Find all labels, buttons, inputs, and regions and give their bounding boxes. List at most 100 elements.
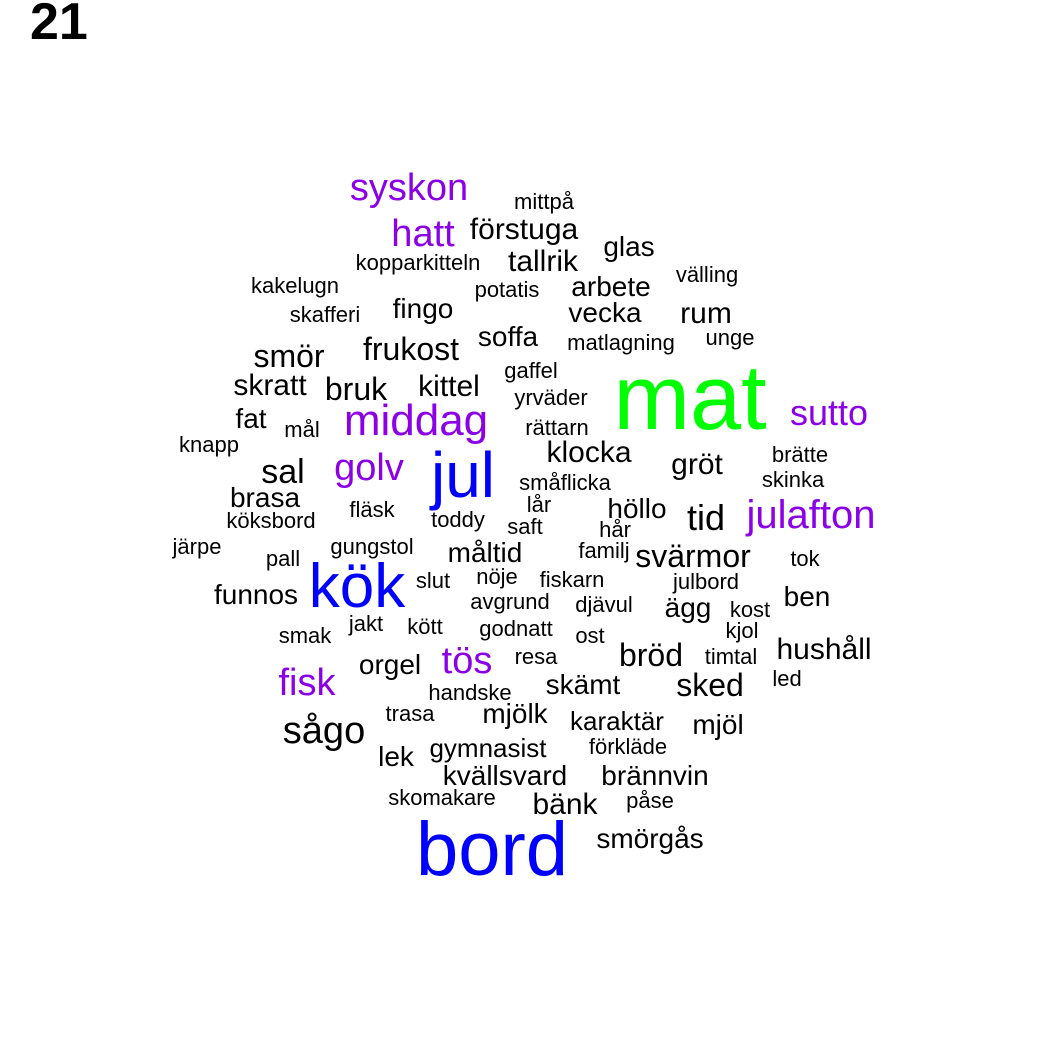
word-tid: tid [686,497,726,538]
word-frukost: frukost [362,331,460,367]
word-skinka: skinka [761,467,825,492]
word-karaktar: karaktär [570,706,664,736]
page-number: 21 [30,0,88,51]
word-bratte: brätte [771,442,829,467]
word-fiskarn: fiskarn [539,567,605,592]
word-hushall: hushåll [776,633,872,666]
word-kakelugn: kakelugn [250,273,340,298]
word-kott: kött [407,614,443,639]
word-vecka: vecka [568,297,642,328]
word-matlagning: matlagning [567,330,675,355]
word-jakt: jakt [348,611,384,636]
word-fat: fat [235,403,267,434]
word-sal: sal [261,453,305,491]
word-julbord: julbord [672,569,740,594]
word-tok: tok [790,546,820,571]
word-gungstol: gungstol [330,534,414,559]
word-julafton: julafton [746,493,876,537]
word-bord: bord [415,807,569,892]
word-toddy: toddy [431,507,485,532]
word-mjol: mjöl [692,709,744,740]
word-smaflicka: småflicka [519,470,611,495]
word-unge: unge [705,325,755,350]
word-flask: fläsk [349,497,395,522]
word-tallrik: tallrik [507,245,579,278]
word-mal: mål [284,417,320,442]
word-familj: familj [578,538,630,563]
word-noje: nöje [476,564,518,589]
word-smorgas: smörgås [596,823,704,854]
word-sutto: sutto [789,392,869,433]
word-jarpe: järpe [172,534,222,559]
word-lar: lår [526,492,552,517]
word-golv: golv [334,447,404,489]
word-sago: sågo [282,710,366,752]
word-handske: handske [428,680,512,705]
word-resa: resa [514,644,558,669]
word-ost: ost [575,623,605,648]
word-jul: jul [430,439,496,511]
word-avgrund: avgrund [470,589,550,614]
word-knapp: knapp [179,432,239,457]
word-orgel: orgel [358,649,422,680]
word-smak: smak [278,623,332,648]
word-djavul: djävul [575,592,633,617]
word-skomakare: skomakare [388,785,496,810]
word-tos: tös [441,640,493,682]
word-brannvin: brännvin [601,760,709,791]
word-pall: pall [265,546,301,571]
word-trasa: trasa [385,701,435,726]
word-har: hår [599,517,631,542]
word-rattarn: rättarn [525,415,589,440]
word-fingo: fingo [392,293,454,324]
word-skafferi: skafferi [289,302,361,327]
word-mat: mat [613,347,767,449]
word-skratt: skratt [233,369,307,402]
word-funnos: funnos [213,579,299,610]
word-soffa: soffa [477,321,539,352]
word-saft: saft [507,514,543,539]
word-grot: gröt [671,448,723,481]
word-forklade: förkläde [588,734,668,759]
word-lek: lek [378,741,414,772]
word-valling: välling [675,262,739,287]
word-maltid: måltid [447,537,523,568]
word-syskon: syskon [349,167,469,209]
word-kjol: kjol [725,618,759,643]
word-kost: kost [729,597,771,622]
word-klocka: klocka [546,436,632,469]
word-mittpa: mittpå [514,189,574,214]
word-bruk: bruk [324,371,388,407]
word-rum: rum [680,297,732,330]
word-pase: påse [626,788,674,813]
word-kvallsvard: kvällsvard [442,760,568,791]
word-godnatt: godnatt [479,616,553,641]
word-glas: glas [603,231,655,262]
word-svarmor: svärmor [635,538,751,574]
word-bank: bänk [532,788,598,821]
word-koksbord: köksbord [226,508,316,533]
word-hollo: höllo [607,493,667,524]
word-kittel: kittel [418,370,480,403]
word-led: led [772,666,802,691]
word-hatt: hatt [391,213,455,255]
word-potatis: potatis [474,277,540,302]
word-gaffel: gaffel [504,358,558,383]
word-sked: sked [676,667,744,703]
word-fisk: fisk [278,662,336,704]
word-slut: slut [415,568,451,593]
word-yrvader: yrväder [514,385,588,410]
word-brasa: brasa [229,482,301,513]
word-agg: ägg [664,592,712,623]
word-arbete: arbete [571,271,651,302]
word-ben: ben [783,581,831,612]
word-smor: smör [253,338,325,374]
word-brod: bröd [618,637,684,673]
word-kok: kök [308,552,406,621]
word-mjolk: mjölk [482,698,548,729]
word-gymnasist: gymnasist [429,733,547,763]
word-kopparkitteln: kopparkitteln [355,250,481,275]
word-middag: middag [343,396,489,445]
